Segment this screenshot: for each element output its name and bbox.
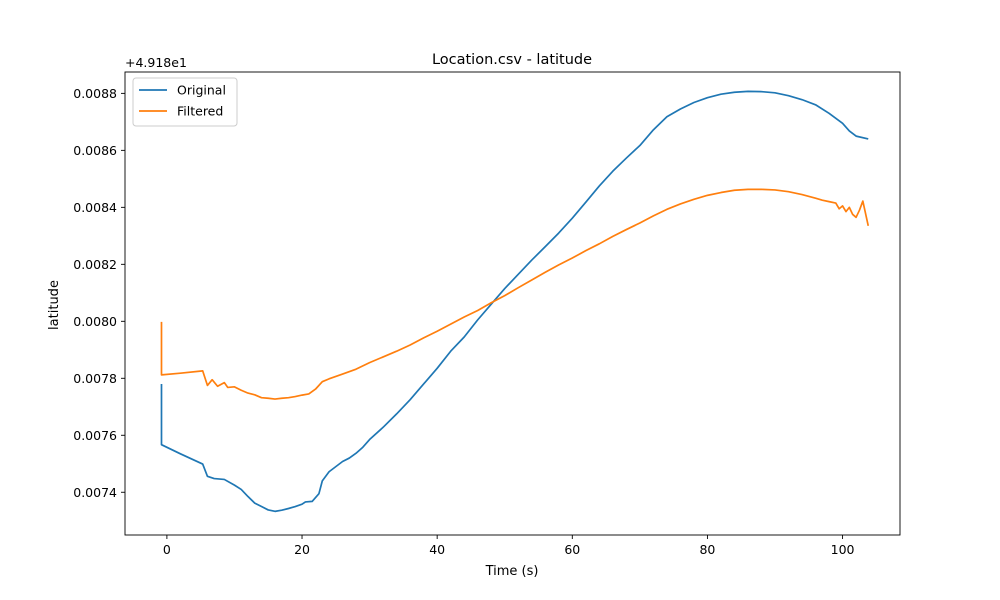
y-tick-label: 0.0088 — [73, 86, 117, 101]
y-tick-label: 0.0074 — [73, 485, 117, 500]
y-offset-label: +4.918e1 — [125, 55, 187, 70]
x-tick-label: 40 — [429, 542, 445, 557]
y-tick-label: 0.0082 — [73, 257, 117, 272]
legend-label-original: Original — [177, 83, 226, 98]
x-tick-label: 60 — [564, 542, 580, 557]
series-line-original — [160, 90, 869, 513]
series-line-filtered — [160, 188, 870, 400]
chart-title: Location.csv - latitude — [432, 52, 592, 68]
axes-layer: 0 20 40 60 80 100 0.0074 0.0076 0.0078 0.0080 0.00… — [73, 71, 901, 557]
y-tick-label: 0.0080 — [73, 314, 117, 329]
x-tick-label: 80 — [699, 542, 715, 557]
y-tick-label: 0.0078 — [73, 371, 117, 386]
x-tick-label: 20 — [294, 542, 310, 557]
y-tick-label: 0.0086 — [73, 143, 117, 158]
x-tick-label: 100 — [831, 542, 855, 557]
x-tick-label: 0 — [163, 542, 171, 557]
legend-label-filtered: Filtered — [177, 104, 223, 119]
x-axis-label: Time (s) — [485, 564, 539, 579]
series-layer — [160, 90, 870, 513]
y-tick-label: 0.0084 — [73, 200, 117, 215]
y-axis-label: latitude — [47, 280, 62, 330]
legend: Original Filtered — [132, 77, 238, 127]
y-tick-label: 0.0076 — [73, 428, 117, 443]
axes-frame — [124, 71, 901, 536]
